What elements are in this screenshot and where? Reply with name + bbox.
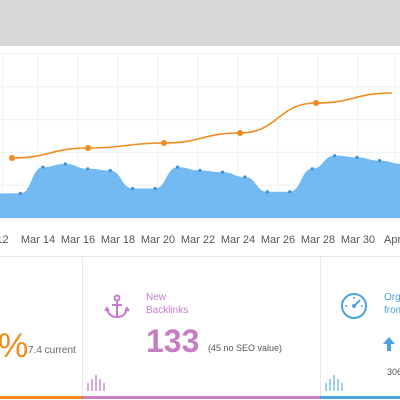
organic-label: Org from xyxy=(384,291,400,317)
area-point xyxy=(131,186,135,191)
x-axis-tick-label: Mar 30 xyxy=(341,234,375,246)
area-point xyxy=(265,190,269,194)
organic-label-line1: Org xyxy=(384,292,400,303)
line-series xyxy=(11,92,393,159)
x-axis-tick-label: April xyxy=(384,234,400,246)
arrow-up-icon xyxy=(383,337,395,351)
metric-panel-new-backlinks: New Backlinks 133 (45 no SEO value) xyxy=(82,257,321,400)
area-point xyxy=(333,154,337,158)
new-backlinks-count: 133 xyxy=(146,323,200,359)
anchor-icon xyxy=(104,294,130,319)
x-axis-tick-label: Mar 18 xyxy=(101,234,135,246)
area-series xyxy=(0,155,400,218)
x-axis-tick-label: 12 xyxy=(0,234,9,246)
new-backlinks-label-line1: New xyxy=(146,292,167,303)
backlinks-chart: 12 Mar 14 Mar 16 Mar 18 Mar 20 Mar 22 Mar 24 Ma… xyxy=(0,46,400,256)
area-point xyxy=(18,191,23,195)
x-axis-tick-label: Mar 16 xyxy=(61,234,95,246)
no-seo-value-note: (45 no SEO value) xyxy=(208,343,283,353)
divider xyxy=(0,256,400,257)
panel-accent-purple xyxy=(82,396,320,399)
area-point xyxy=(108,168,112,173)
top-header-bar xyxy=(0,0,400,46)
area-point xyxy=(175,165,180,169)
area-point xyxy=(86,167,90,171)
x-axis-tick-label: Mar 20 xyxy=(141,234,175,246)
current-label: 7.4 current xyxy=(28,345,76,356)
new-backlinks-label: New Backlinks xyxy=(146,291,188,317)
area-point xyxy=(63,162,67,166)
organic-label-line2: from xyxy=(384,305,400,316)
organic-count: 306 xyxy=(387,367,400,377)
mini-bars-icon xyxy=(87,375,105,391)
x-axis-tick-label: Mar 24 xyxy=(221,234,255,246)
x-axis-tick-label: Mar 14 xyxy=(21,234,55,246)
x-axis-tick-label: Mar 28 xyxy=(301,234,335,246)
x-axis-tick-label: Mar 26 xyxy=(261,234,295,246)
line-point xyxy=(9,155,15,161)
area-point xyxy=(310,167,314,171)
area-point xyxy=(198,168,202,173)
speedometer-icon xyxy=(341,293,367,319)
panel-accent-orange xyxy=(0,396,82,399)
area-point xyxy=(41,165,45,169)
metric-panel-current: % 7.4 current xyxy=(0,257,82,400)
chart-svg: 12 Mar 14 Mar 16 Mar 18 Mar 20 Mar 22 Mar 24 Ma… xyxy=(0,53,400,246)
line-point xyxy=(237,130,243,136)
mini-bars-icon xyxy=(325,375,343,391)
area-point xyxy=(153,186,157,191)
current-percentage: % xyxy=(0,327,29,365)
metric-panel-organic: Org from 306 xyxy=(320,257,400,400)
area-point xyxy=(355,155,359,159)
line-point xyxy=(313,100,319,106)
area-point xyxy=(243,175,247,179)
area-point xyxy=(220,170,225,174)
new-backlinks-label-line2: Backlinks xyxy=(146,305,189,316)
area-point xyxy=(377,159,382,163)
x-axis-tick-label: Mar 22 xyxy=(181,234,215,246)
area-point xyxy=(288,190,292,194)
line-point xyxy=(161,140,167,146)
panel-accent-blue xyxy=(320,396,400,399)
line-point xyxy=(85,145,91,151)
